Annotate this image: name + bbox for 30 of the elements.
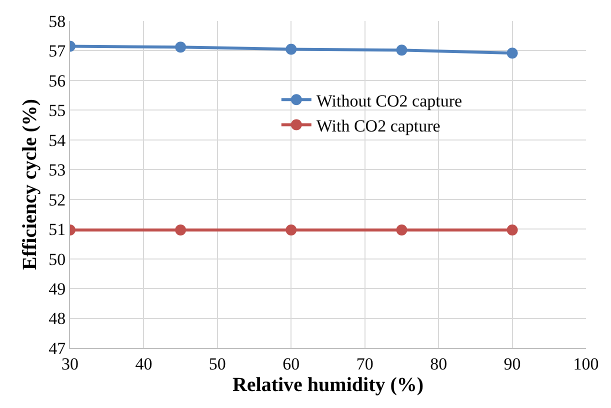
x-tick-label: 70 (356, 354, 374, 374)
point (175, 42, 186, 53)
x-axis-title: Relative humidity (%) (232, 374, 424, 396)
x-tick-label: 80 (430, 354, 448, 374)
x-tick-label: 90 (504, 354, 521, 374)
x-tick-label: 60 (282, 354, 300, 374)
y-tick-label: 54 (48, 130, 66, 150)
point (506, 224, 518, 236)
legend-label: With CO2 capture (316, 116, 440, 136)
y-tick-label: 51 (48, 220, 66, 240)
point (506, 48, 518, 59)
point (286, 44, 297, 55)
x-tick-label: 100 (573, 354, 599, 374)
y-tick-label: 57 (48, 42, 66, 61)
x-tick-label: 50 (208, 354, 226, 374)
y-tick-label: 58 (48, 12, 66, 31)
point (175, 224, 186, 236)
legend-label: Without CO2 capture (316, 91, 462, 110)
y-tick-label: 48 (48, 309, 66, 328)
y-tick-label: 50 (48, 250, 66, 269)
y-tick-label: 55 (48, 101, 66, 120)
x-tick-label: 40 (135, 354, 152, 374)
point (286, 224, 297, 236)
y-tick-label: 52 (48, 190, 66, 210)
y-tick-label: 56 (48, 71, 66, 90)
y-tick-label: 49 (48, 280, 66, 298)
y-tick-label: 53 (48, 160, 66, 180)
point (396, 224, 408, 236)
point (396, 44, 408, 56)
y-axis-title: Efficiency cycle (%) (19, 98, 42, 270)
